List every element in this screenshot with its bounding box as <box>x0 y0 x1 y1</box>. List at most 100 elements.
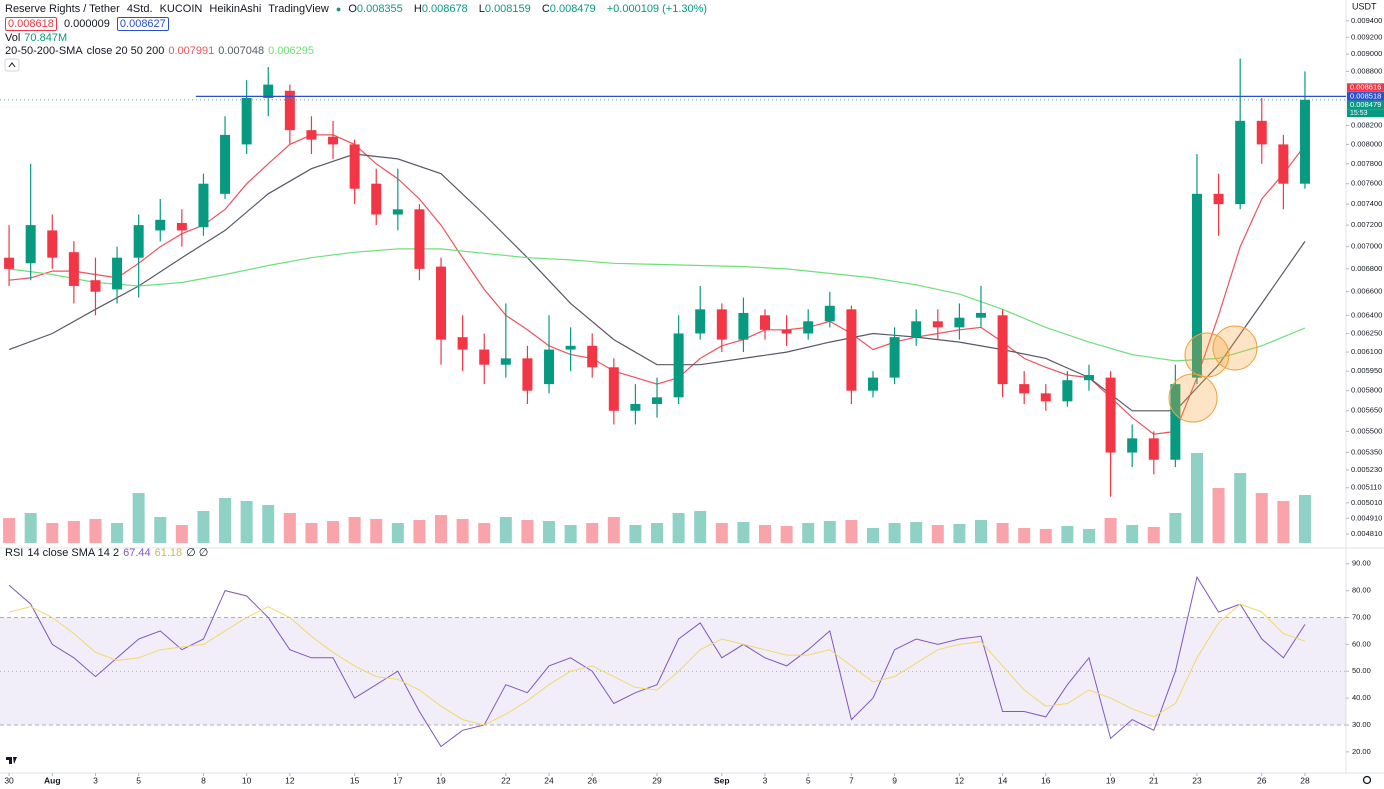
candle-body <box>284 90 295 131</box>
sma-legend: 20-50-200-SMA close 20 50 200 0.007991 0.00… <box>5 45 318 58</box>
price-tag-label: 0.008616 <box>1350 83 1381 92</box>
rsi-params: 14 close SMA 14 2 <box>27 547 120 559</box>
collapse-box[interactable] <box>4 58 20 72</box>
style: HeikinAshi <box>209 3 262 15</box>
sma-value: 0.007048 <box>218 45 265 57</box>
y-tick-label: 0.004810 <box>1351 529 1382 538</box>
exchange: KUCOIN <box>159 3 203 15</box>
highlight-circle <box>1184 332 1230 378</box>
volume-bar <box>327 521 340 543</box>
source: TradingView <box>268 3 329 15</box>
rsi-extra: ∅ ∅ <box>186 547 209 559</box>
volume-bar <box>67 521 80 543</box>
volume-bar <box>435 515 448 543</box>
volume-bar <box>737 522 750 543</box>
candle-body <box>457 337 468 350</box>
candle-body <box>781 329 792 334</box>
volume-bar <box>759 525 772 543</box>
candle-body <box>803 321 814 334</box>
rsi-value: 67.44 <box>123 547 151 559</box>
candle-body <box>1019 384 1030 394</box>
x-tick-label: 16 <box>1041 775 1051 785</box>
ohlc-value: 0.008159 <box>484 3 531 15</box>
volume-bar <box>1255 493 1268 543</box>
ohlc-value: 0.008479 <box>549 3 596 15</box>
candle-body <box>630 404 641 411</box>
volume-bar <box>499 517 512 543</box>
candle-body <box>1105 377 1116 453</box>
sma-value: 0.007991 <box>168 45 215 57</box>
volume-bar <box>1212 488 1225 543</box>
candle-body <box>738 312 749 340</box>
volume-bar <box>823 521 836 543</box>
volume-bar <box>974 520 987 543</box>
volume-bar <box>715 523 728 543</box>
y-tick-label: 0.005110 <box>1351 483 1382 492</box>
x-tick-label: 19 <box>436 775 446 785</box>
volume-legend: Vol 70.847M <box>5 32 71 45</box>
volume-bar <box>413 520 426 543</box>
volume-bar <box>154 517 167 543</box>
logo-shape <box>6 757 17 764</box>
y-tick-label: 0.006400 <box>1351 310 1382 319</box>
collapse-icon[interactable] <box>8 62 16 68</box>
candle-body <box>1299 99 1310 184</box>
countdown-bg <box>1347 109 1384 118</box>
y-tick-label: 0.008800 <box>1351 66 1382 75</box>
x-tick-label: 17 <box>393 775 403 785</box>
ohlc-value: 0.008678 <box>421 3 468 15</box>
candle-body <box>975 312 986 318</box>
candle-body <box>263 84 274 98</box>
volume-bar <box>305 523 318 543</box>
volume-bar <box>283 513 296 543</box>
ohlc-label: O <box>348 3 357 15</box>
candle-body <box>867 377 878 391</box>
candle-body <box>328 136 339 145</box>
volume-bar <box>694 511 707 543</box>
volume-bar <box>240 501 253 543</box>
y-tick-label: 0.007400 <box>1351 199 1382 208</box>
candle-body <box>760 315 771 330</box>
x-tick-label: 14 <box>998 775 1008 785</box>
volume-value: 70.847M <box>24 32 68 44</box>
volume-bar <box>111 523 124 543</box>
gear-icon[interactable] <box>1362 775 1372 785</box>
spread: 0.000009 <box>63 18 110 30</box>
bid[interactable]: 0.008618 <box>5 17 57 31</box>
ohlc-label: L <box>478 3 485 15</box>
candle-body <box>241 97 252 145</box>
volume-name: Vol <box>5 32 21 44</box>
y-tick-label: 0.005500 <box>1351 426 1382 435</box>
rsi-y-tick-label: 50.00 <box>1352 666 1371 675</box>
volume-bar <box>1298 495 1311 543</box>
volume-bar <box>672 513 685 543</box>
rsi-line <box>8 603 1306 726</box>
x-tick-label: 19 <box>1106 775 1116 785</box>
collapse-button[interactable] <box>4 58 20 72</box>
ask[interactable]: 0.008627 <box>116 17 169 31</box>
sma-line <box>9 248 1306 362</box>
volume-bar <box>219 498 232 543</box>
symbol: Reserve Rights / Tether <box>5 3 120 15</box>
candle-body <box>932 321 943 328</box>
volume-bar <box>456 519 469 543</box>
x-tick-label: 26 <box>1257 775 1267 785</box>
candle-body <box>176 222 187 231</box>
candle-body <box>155 219 166 231</box>
candle-body <box>1213 193 1224 205</box>
candle-body <box>652 397 663 405</box>
volume-bar <box>1126 525 1139 543</box>
volume-bar <box>931 525 944 543</box>
settings-button[interactable] <box>1362 775 1372 785</box>
y-tick-label: 0.005950 <box>1351 366 1382 375</box>
countdown: 15:53 <box>1350 110 1368 117</box>
price-tag <box>1347 100 1384 110</box>
x-tick-label: Aug <box>44 775 61 785</box>
volume-bar <box>262 505 275 543</box>
x-tick-label: 8 <box>201 775 206 785</box>
rsi-y-tick-label: 20.00 <box>1352 747 1371 756</box>
candle-body <box>1148 438 1159 460</box>
candle-body <box>1062 380 1073 402</box>
